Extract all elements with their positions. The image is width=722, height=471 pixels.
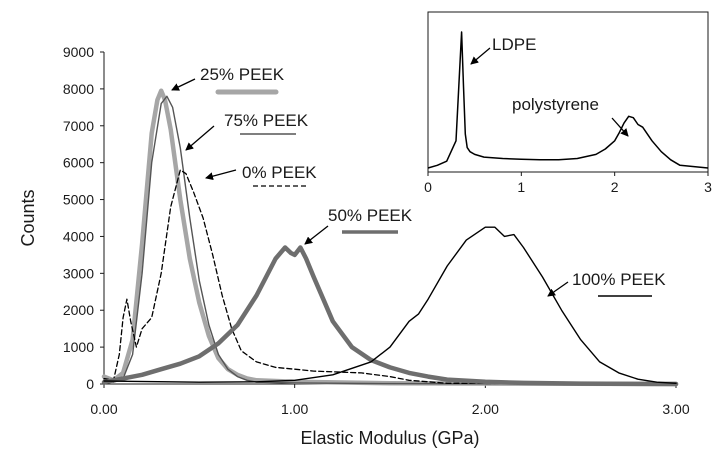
main-y-tick-label: 7000 bbox=[63, 118, 94, 134]
main-y-tick-label: 5000 bbox=[63, 192, 94, 208]
inset-annotation-ldpe: LDPE bbox=[492, 35, 536, 54]
inset-frame bbox=[427, 11, 709, 173]
main-y-tick-label: 3000 bbox=[63, 265, 94, 281]
inset-x-tick-label: 0 bbox=[424, 179, 432, 195]
annotation-50-peek-arrow bbox=[304, 225, 329, 245]
main-y-ticks: 0 1000 2000 3000 4000 5000 6000 7000 8000 9000 bbox=[63, 44, 104, 392]
inset-chart: 0 1 2 3 LDPE polystyrene bbox=[424, 11, 712, 195]
main-x-tick-label: 2.00 bbox=[472, 401, 499, 417]
inset-x-tick-label: 3 bbox=[704, 179, 712, 195]
series-line-50-peek bbox=[101, 245, 679, 387]
inset-x-ticks: 0 1 2 3 bbox=[424, 172, 712, 195]
inset-ldpe-arrow bbox=[470, 47, 491, 65]
inset-polystyrene-arrow bbox=[611, 117, 629, 137]
main-x-tick-label: 3.00 bbox=[662, 401, 689, 417]
main-y-tick-label: 1000 bbox=[63, 339, 94, 355]
main-y-tick-label: 0 bbox=[86, 376, 94, 392]
annotation-25-peek-arrow bbox=[171, 78, 196, 91]
inset-annotation-polystyrene: polystyrene bbox=[512, 95, 599, 114]
main-y-tick-label: 4000 bbox=[63, 228, 94, 244]
main-y-tick-label: 6000 bbox=[63, 155, 94, 171]
annotation-100-peek-arrow bbox=[547, 281, 569, 297]
series-line-25-peek bbox=[101, 88, 679, 387]
inset-series-line bbox=[427, 31, 709, 169]
annotation-100-peek-label: 100% PEEK bbox=[572, 270, 666, 289]
main-series-group bbox=[101, 88, 679, 387]
main-y-axis-title: Counts bbox=[18, 189, 38, 246]
annotation-75-peek-label: 75% PEEK bbox=[224, 111, 309, 130]
annotation-75-peek-arrow bbox=[185, 125, 215, 151]
annotation-25-peek-label: 25% PEEK bbox=[200, 65, 285, 84]
annotation-50-peek-label: 50% PEEK bbox=[328, 206, 413, 225]
main-x-axis-title: Elastic Modulus (GPa) bbox=[300, 428, 479, 448]
main-y-tick-label: 2000 bbox=[63, 302, 94, 318]
annotation-0-peek-label: 0% PEEK bbox=[242, 163, 317, 182]
main-annotations: 25% PEEK 75% PEEK 0% PEEK 50% PEEK 100% … bbox=[171, 65, 666, 297]
annotation-0-peek-arrow bbox=[205, 169, 237, 181]
main-x-tick-label: 0.00 bbox=[90, 401, 117, 417]
inset-x-tick-label: 1 bbox=[517, 179, 525, 195]
main-y-tick-label: 9000 bbox=[63, 44, 94, 60]
main-y-tick-label: 8000 bbox=[63, 81, 94, 97]
main-x-tick-label: 1.00 bbox=[281, 401, 308, 417]
inset-x-tick-label: 2 bbox=[611, 179, 619, 195]
main-x-ticks: 0.00 1.00 2.00 3.00 bbox=[90, 384, 690, 417]
inset-series-group bbox=[427, 31, 709, 169]
series-line-100-peek bbox=[103, 226, 677, 384]
